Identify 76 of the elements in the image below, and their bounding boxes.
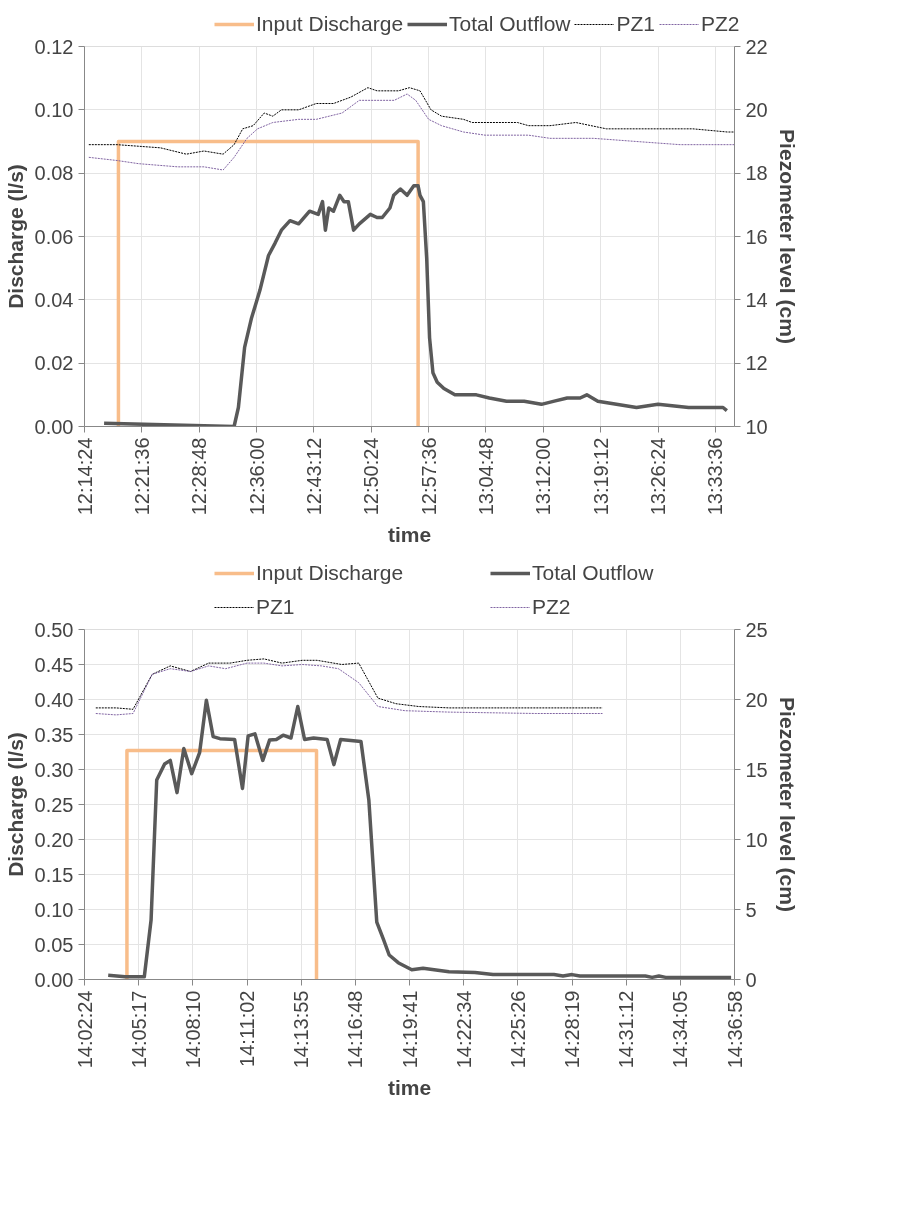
x-tick-label: 13:04:48: [474, 437, 497, 516]
y-tick-label: 0.50: [34, 618, 74, 641]
x-tick-label: 14:16:48: [344, 990, 367, 1069]
y-tick-label: 0.08: [34, 162, 74, 185]
y-tick-label: 0.10: [34, 98, 74, 121]
legend-label: PZ1: [616, 12, 655, 36]
x-tick-label: 12:14:24: [73, 437, 96, 516]
x-tick-label: 14:22:34: [452, 990, 475, 1069]
line-series: [95, 658, 603, 710]
y-tick-label: 0.15: [34, 863, 74, 886]
x-tick-label: 14:13:55: [290, 990, 313, 1069]
y-tick-label: 0.05: [34, 933, 74, 956]
x-tick-label: 14:11:02: [236, 990, 258, 1067]
x-tick-label: 14:34:05: [669, 990, 692, 1069]
y-tick-label: 0.06: [34, 225, 74, 248]
line-series: [88, 87, 735, 155]
y-tick-label: 0.30: [34, 758, 74, 781]
y-axis-title: Discharge (l/s): [3, 164, 27, 309]
y2-tick-label: 15: [745, 758, 768, 781]
x-tick-label: 14:28:19: [561, 990, 583, 1069]
x-tick-label: 12:43:12: [302, 437, 325, 516]
x-tick-label: 14:08:10: [181, 990, 204, 1069]
y2-tick-label: 22: [745, 35, 768, 58]
legend-label: PZ1: [256, 595, 296, 619]
y-tick-label: 0.45: [34, 653, 74, 676]
y2-tick-label: 18: [745, 162, 768, 185]
x-tick-label: 14:02:24: [73, 990, 96, 1069]
y-tick-label: 0.12: [34, 35, 74, 58]
legend-label: PZ2: [701, 12, 740, 36]
y2-tick-label: 20: [745, 688, 768, 711]
y-axis-title: Discharge (l/s): [3, 732, 27, 877]
line-series: [95, 662, 603, 716]
x-tick-label: 14:36:58: [723, 990, 746, 1069]
legend-label: Total Outflow: [449, 12, 571, 36]
y2-tick-label: 5: [745, 898, 757, 921]
y2-axis-title: Piezometer level (cm): [775, 697, 799, 912]
line-series: [102, 184, 729, 427]
x-tick-label: 13:19:12: [589, 437, 612, 516]
y-tick-label: 0.35: [34, 723, 74, 746]
x-axis-title: time: [387, 523, 432, 547]
legend-label: PZ2: [532, 595, 572, 619]
legend-label: Input Discharge: [256, 561, 405, 585]
y-tick-label: 0.40: [34, 688, 74, 711]
y2-tick-label: 25: [745, 618, 768, 641]
y2-tick-label: 10: [745, 828, 768, 851]
y2-tick-label: 14: [745, 288, 768, 311]
y2-tick-label: 0: [745, 968, 757, 991]
y-tick-label: 0.10: [34, 898, 74, 921]
x-axis-title: time: [387, 1076, 432, 1100]
y-tick-label: 0.25: [34, 793, 74, 816]
x-tick-label: 12:57:36: [417, 437, 440, 516]
x-tick-label: 13:12:00: [532, 437, 555, 516]
y-tick-label: 0.04: [34, 288, 74, 311]
y-tick-label: 0.00: [34, 968, 74, 991]
legend-label: Input Discharge: [256, 12, 404, 36]
y2-axis-title: Piezometer level (cm): [775, 129, 799, 344]
line-series: [106, 698, 733, 980]
x-tick-label: 14:05:17: [127, 990, 150, 1069]
x-tick-label: 14:19:41: [398, 990, 421, 1069]
y2-tick-label: 12: [745, 352, 768, 375]
y2-tick-label: 20: [745, 98, 768, 121]
x-tick-label: 14:25:26: [506, 990, 529, 1069]
x-tick-label: 12:36:00: [245, 437, 268, 516]
x-tick-label: 13:33:36: [704, 437, 727, 516]
x-tick-label: 12:21:36: [130, 437, 153, 516]
legend-label: Total Outflow: [532, 561, 655, 585]
y-tick-label: 0.20: [34, 828, 74, 851]
y-tick-label: 0.02: [34, 352, 74, 375]
x-tick-label: 12:50:24: [360, 437, 383, 516]
line-series: [88, 93, 735, 171]
x-tick-label: 13:26:24: [647, 437, 670, 516]
x-tick-label: 12:28:48: [188, 437, 211, 516]
y-tick-label: 0.00: [34, 415, 74, 438]
y2-tick-label: 10: [745, 415, 768, 438]
x-tick-label: 14:31:12: [615, 990, 638, 1069]
y2-tick-label: 16: [745, 225, 768, 248]
